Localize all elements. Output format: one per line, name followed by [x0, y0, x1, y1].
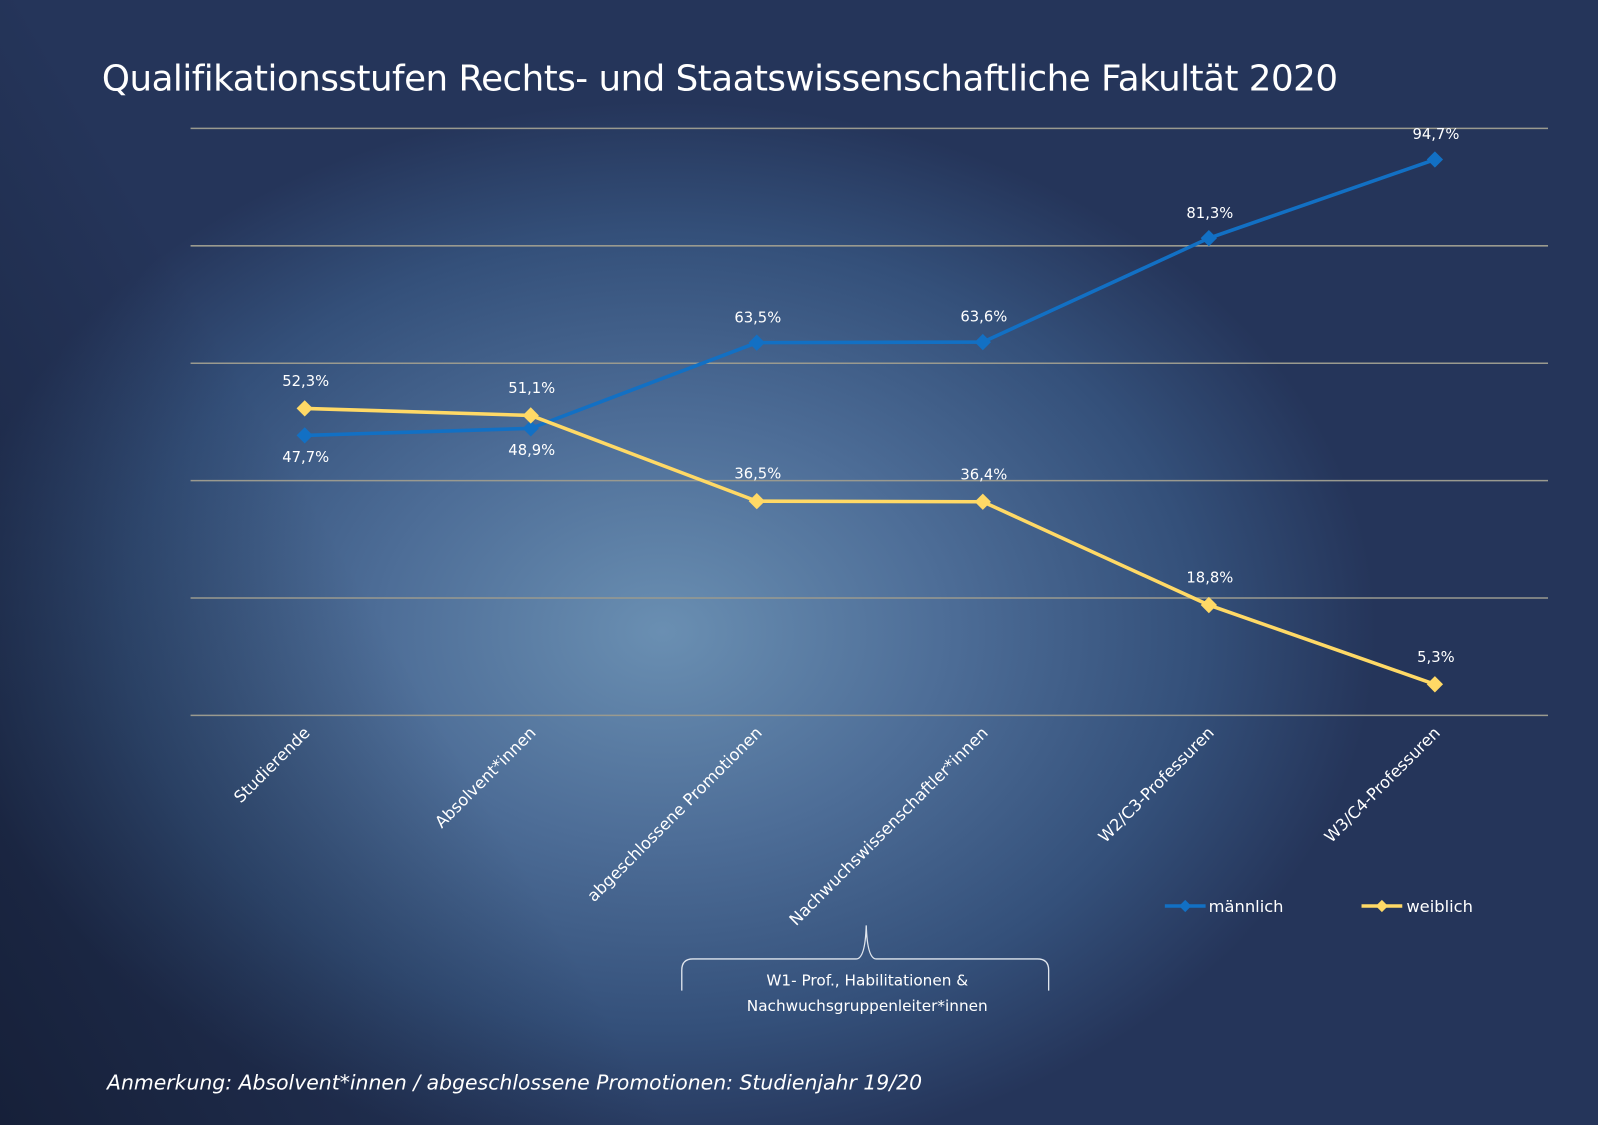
data-label: 47,7% [282, 449, 329, 466]
chart-title: Qualifikationsstufen Rechts- und Staatsw… [101, 59, 1338, 100]
legend-label: weiblich [1406, 897, 1473, 916]
data-point-marker [1426, 151, 1444, 168]
legend-marker [1375, 899, 1389, 913]
data-point-marker [296, 427, 313, 444]
data-point-marker [1200, 596, 1218, 614]
x-tick-label: Nachwuchswissenschaftler*innen [786, 723, 992, 929]
annotation-text: W1- Prof., Habilitationen & [766, 971, 968, 989]
x-tick-label: Absolvent*innen [431, 723, 540, 832]
data-point-marker [1200, 230, 1218, 247]
footnote: Anmerkung: Absolvent*innen / abgeschloss… [107, 1070, 923, 1095]
data-label: 52,3% [282, 373, 329, 390]
data-label: 63,5% [734, 309, 781, 326]
data-point-marker [1426, 676, 1444, 693]
data-point-marker [974, 493, 991, 510]
data-label: 36,4% [960, 466, 1007, 483]
data-point-marker [522, 407, 539, 424]
x-tick-label: Studierende [230, 723, 313, 806]
data-label: 5,3% [1417, 649, 1455, 666]
data-point-marker [748, 334, 765, 351]
data-label: 94,7% [1412, 126, 1459, 143]
x-tick-label: W2/C3-Professuren [1095, 723, 1218, 846]
data-point-marker [974, 333, 991, 351]
series-line-weiblich [304, 406, 1436, 686]
data-label: 63,6% [960, 309, 1007, 326]
x-tick-label: abgeschlossene Promotionen [583, 723, 765, 905]
data-label: 36,5% [734, 466, 781, 483]
legend-marker [1179, 899, 1192, 913]
data-point-marker [748, 492, 765, 510]
data-point-marker [522, 420, 539, 437]
data-point-marker [296, 400, 313, 417]
x-tick-label: W3/C4-Professuren [1321, 723, 1444, 846]
series-line-männlich [304, 157, 1436, 438]
brace-annotation [681, 925, 1050, 991]
legend-label: männlich [1209, 897, 1284, 916]
data-label: 51,1% [508, 380, 555, 397]
data-label: 18,8% [1186, 570, 1233, 587]
data-label: 81,3% [1186, 205, 1233, 222]
data-label: 48,9% [508, 442, 555, 459]
annotation-text: Nachwuchsgruppenleiter*innen [747, 997, 988, 1015]
